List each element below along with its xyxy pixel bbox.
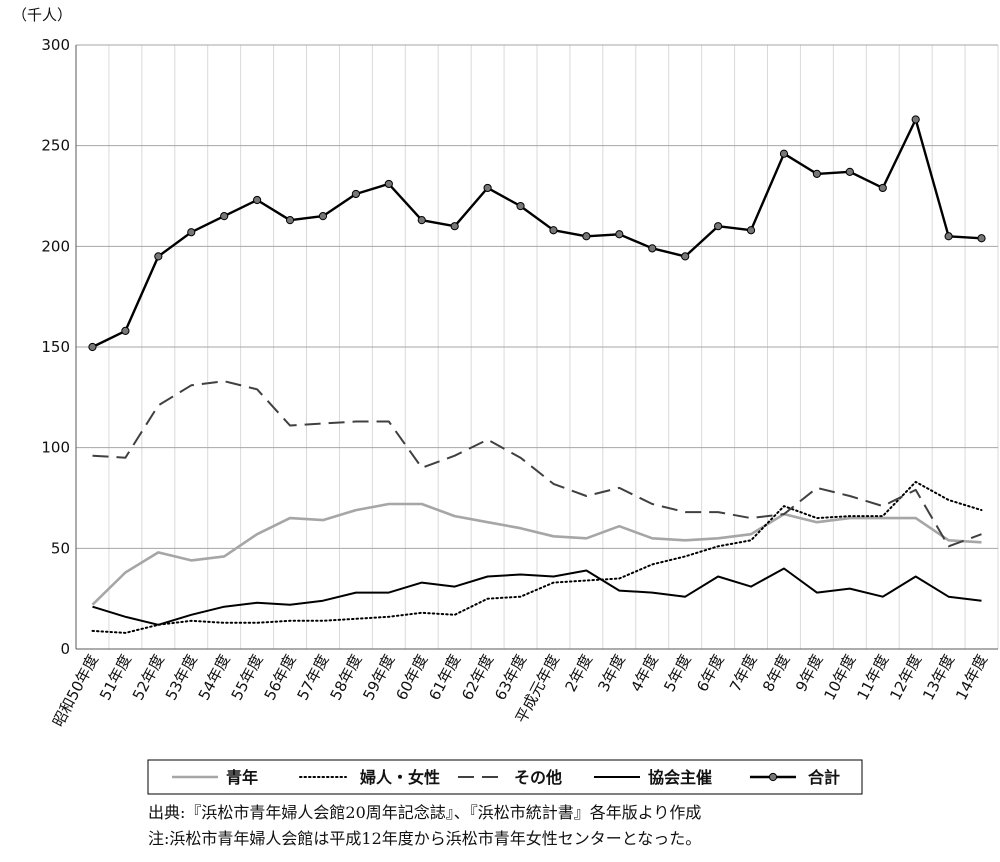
series-4 [92,567,982,626]
x-tick-label: 6年度 [693,651,727,694]
data-point [351,189,360,199]
x-tick-label: 7年度 [726,651,760,694]
data-point [812,169,821,178]
data-point [549,226,558,235]
data-point [714,222,723,231]
data-point [681,252,690,261]
data-point [516,201,525,211]
y-tick-label: 250 [41,137,70,155]
data-point [154,252,163,261]
y-axis-unit-label: （千人） [12,6,73,24]
y-tick-label: 100 [41,439,70,457]
y-tick-label: 150 [41,338,70,356]
legend-item: 婦人・女性 [299,768,440,787]
legend-label: 婦人・女性 [359,768,440,787]
series-line [92,567,982,626]
series-2 [91,480,983,634]
legend-label: 合計 [808,768,840,787]
legend-label: 青年 [226,768,258,787]
y-axis-ticks: 0 50 100 150 200 250 300 [41,36,70,658]
x-tick-label: 4年度 [627,651,661,694]
data-point [483,183,492,193]
data-point [285,216,295,225]
legend: 青年 婦人・女性 その他 協会主催 合計 [147,759,863,795]
legend-box [147,759,863,795]
line-chart: 0 50 100 150 200 250 300 昭和50年度51年度52年度53年度54年… [41,36,999,795]
data-point [318,212,328,221]
data-point [779,149,789,158]
footnote: 注:浜松市青年婦人会館は平成12年度から浜松市青年女性センターとなった。 [148,829,702,848]
series-line [91,502,982,606]
data-point [977,234,986,243]
data-point [582,232,591,241]
chart-notes: 出典:『浜松市青年婦人会館20周年記念誌』、『浜松市統計書』各年版より作成 注:… [148,800,701,852]
series-3 [92,380,982,548]
y-tick-label: 50 [51,539,70,557]
legend-item: 青年 [172,768,258,787]
series-line [92,380,982,548]
x-tick-label: 8年度 [759,651,793,694]
gridlines [75,44,999,650]
x-axis: 昭和50年度51年度52年度53年度54年度55年度56年度57年度58年度59… [49,45,998,730]
x-tick-label: 2年度 [561,651,595,694]
x-tick-label: 14年度 [952,651,991,703]
data-point [845,167,854,176]
y-tick-label: 300 [41,36,70,54]
data-point [944,232,953,241]
data-point [417,216,426,225]
source-note: 出典:『浜松市青年婦人会館20周年記念誌』、『浜松市統計書』各年版より作成 [148,803,702,822]
legend-label: 協会主催 [648,768,712,787]
data-point [878,183,887,193]
x-tick-label: 9年度 [792,651,826,694]
data-point [253,195,262,205]
data-point [911,115,920,124]
x-tick-label: 3年度 [594,651,628,694]
data-point [615,230,624,239]
legend-label: その他 [514,768,562,787]
x-tick-label: 昭和50年度 [49,651,102,729]
series-5 [88,115,986,352]
data-point [121,326,130,335]
data-point [648,244,657,253]
series-line [91,480,983,634]
series-layer [88,115,986,634]
y-tick-label: 0 [60,640,70,658]
legend-item: その他 [458,768,562,787]
data-point [88,342,97,352]
data-point [187,228,196,237]
legend-item: 協会主催 [594,768,712,787]
legend-marker [768,772,778,782]
series-1 [91,502,982,606]
x-tick-label: 5年度 [660,651,694,694]
legend-item: 合計 [750,768,840,787]
data-point [220,212,229,221]
series-line [91,118,982,349]
data-point [450,222,459,231]
data-point [746,226,756,235]
data-point [384,179,393,189]
y-tick-label: 200 [41,237,70,255]
